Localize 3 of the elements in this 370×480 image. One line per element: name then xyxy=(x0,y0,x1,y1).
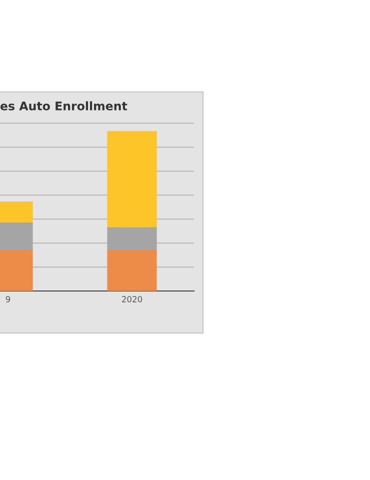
x-tick-label: 9 xyxy=(6,296,10,302)
chart-title: es Auto Enrollment xyxy=(0,101,128,110)
x-tick-label: 2020 xyxy=(122,296,142,302)
